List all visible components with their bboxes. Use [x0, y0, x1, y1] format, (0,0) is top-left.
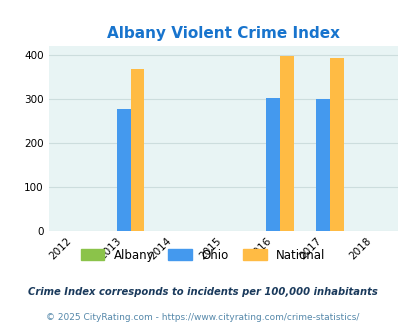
Bar	[279, 56, 293, 231]
Legend: Albany, Ohio, National: Albany, Ohio, National	[77, 245, 328, 265]
Bar	[315, 99, 329, 231]
Bar	[130, 69, 144, 231]
Text: Crime Index corresponds to incidents per 100,000 inhabitants: Crime Index corresponds to incidents per…	[28, 287, 377, 297]
Bar	[116, 109, 130, 231]
Bar	[266, 98, 279, 231]
Title: Albany Violent Crime Index: Albany Violent Crime Index	[107, 26, 339, 41]
Bar	[329, 58, 343, 231]
Text: © 2025 CityRating.com - https://www.cityrating.com/crime-statistics/: © 2025 CityRating.com - https://www.city…	[46, 313, 359, 322]
